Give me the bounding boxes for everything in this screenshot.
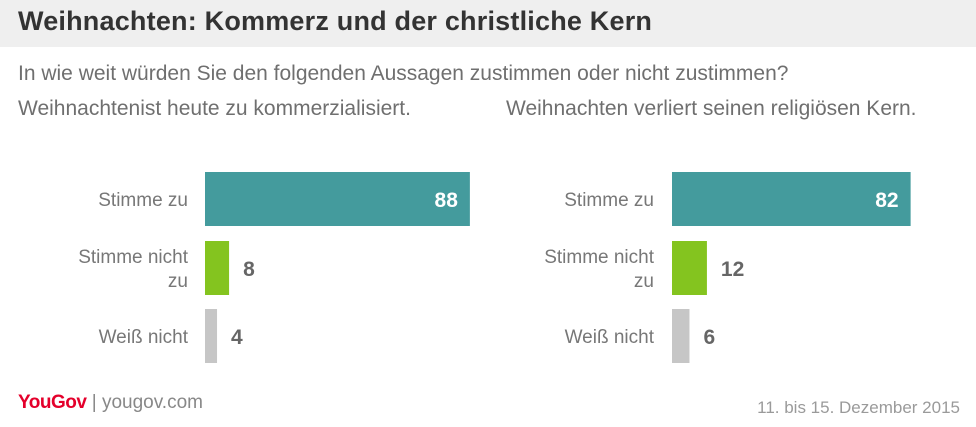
chart-2-category-label-3: Weiß nicht (565, 327, 655, 348)
chart-2-category-label-1: Stimme zu (564, 190, 654, 211)
chart-1-value-label-1: 88 (435, 189, 459, 212)
footer-url: yougov.com (101, 392, 203, 413)
chart-1-value-label-2: 8 (243, 258, 255, 281)
title-bar (0, 0, 976, 47)
chart-1-category-label-2: Stimme nicht zu (78, 247, 189, 292)
chart-2-title: Weihnachten verliert seinen religiösen K… (506, 97, 917, 120)
survey-date: 11. bis 15. Dezember 2015 (757, 398, 960, 417)
chart-2-bar-3 (672, 309, 690, 363)
chart-2-bar-2 (672, 241, 707, 295)
page-title: Weihnachten: Kommerz und der christliche… (18, 6, 653, 36)
yougov-logo: YouGov (18, 392, 87, 413)
chart-2-value-label-2: 12 (721, 258, 744, 281)
chart-1-bar-3 (205, 309, 218, 363)
chart-1-value-label-3: 4 (231, 326, 243, 349)
chart-2-category-label-2: Stimme nicht zu (544, 247, 655, 292)
footer-separator: | (91, 392, 97, 413)
chart-1-bar-2 (205, 241, 230, 295)
chart-1-title: Weihnachtenist heute zu kommerzialisiert… (18, 97, 411, 120)
chart-1-category-label-3: Weiß nicht (99, 327, 189, 348)
chart-1-category-label-1: Stimme zu (98, 190, 188, 211)
chart-2-value-label-1: 82 (875, 189, 898, 212)
chart-1-bar-1 (205, 172, 470, 226)
footer-brand: YouGov | yougov.com (18, 392, 203, 414)
chart-2-bar-1 (672, 172, 911, 226)
chart-2-value-label-3: 6 (703, 326, 715, 349)
survey-question: In wie weit würden Sie den folgenden Aus… (18, 62, 789, 85)
